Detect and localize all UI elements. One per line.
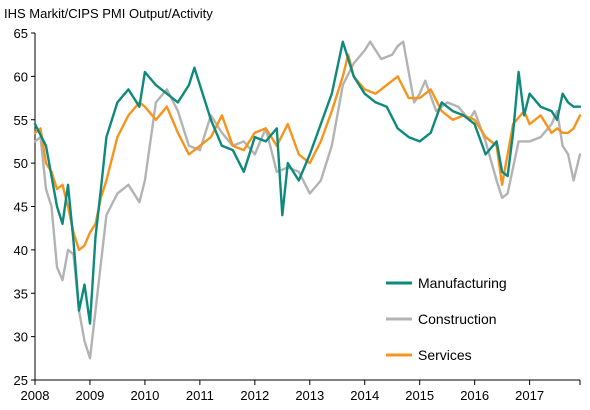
y-tick-label: 30 bbox=[14, 330, 28, 345]
y-axis-ticks: 25 30 35 40 45 50 55 60 65 bbox=[14, 26, 35, 388]
series-lines bbox=[33, 40, 582, 360]
series-line-services bbox=[33, 53, 582, 252]
y-tick-label: 50 bbox=[14, 156, 28, 171]
x-tick-label: 2010 bbox=[130, 388, 159, 403]
y-tick-label: 55 bbox=[14, 113, 28, 128]
x-tick-label: 2009 bbox=[75, 388, 104, 403]
chart-title: IHS Markit/CIPS PMI Output/Activity bbox=[4, 6, 213, 21]
legend-label-construction: Construction bbox=[418, 311, 497, 327]
x-tick-label: 2014 bbox=[350, 388, 379, 403]
x-tick-label: 2017 bbox=[515, 388, 544, 403]
legend-label-manufacturing: Manufacturing bbox=[418, 275, 507, 291]
x-tick-label: 2016 bbox=[460, 388, 489, 403]
legend-label-services: Services bbox=[418, 347, 472, 363]
legend: Manufacturing Construction Services bbox=[386, 275, 507, 363]
x-axis-ticks: 2008 2009 2010 2011 2012 2013 2014 2015 2016 2017 bbox=[21, 380, 581, 403]
x-tick-label: 2008 bbox=[21, 388, 50, 403]
y-tick-label: 35 bbox=[14, 286, 28, 301]
y-tick-label: 25 bbox=[14, 373, 28, 388]
x-tick-label: 2013 bbox=[295, 388, 324, 403]
axes bbox=[34, 33, 580, 381]
x-tick-label: 2015 bbox=[405, 388, 434, 403]
y-tick-label: 65 bbox=[14, 26, 28, 41]
y-tick-label: 40 bbox=[14, 243, 28, 258]
x-tick-label: 2012 bbox=[240, 388, 269, 403]
series-line-construction bbox=[33, 40, 582, 360]
y-tick-label: 45 bbox=[14, 200, 28, 215]
y-tick-label: 60 bbox=[14, 69, 28, 84]
x-tick-label: 2011 bbox=[186, 388, 214, 403]
series-line-manufacturing bbox=[33, 40, 582, 325]
